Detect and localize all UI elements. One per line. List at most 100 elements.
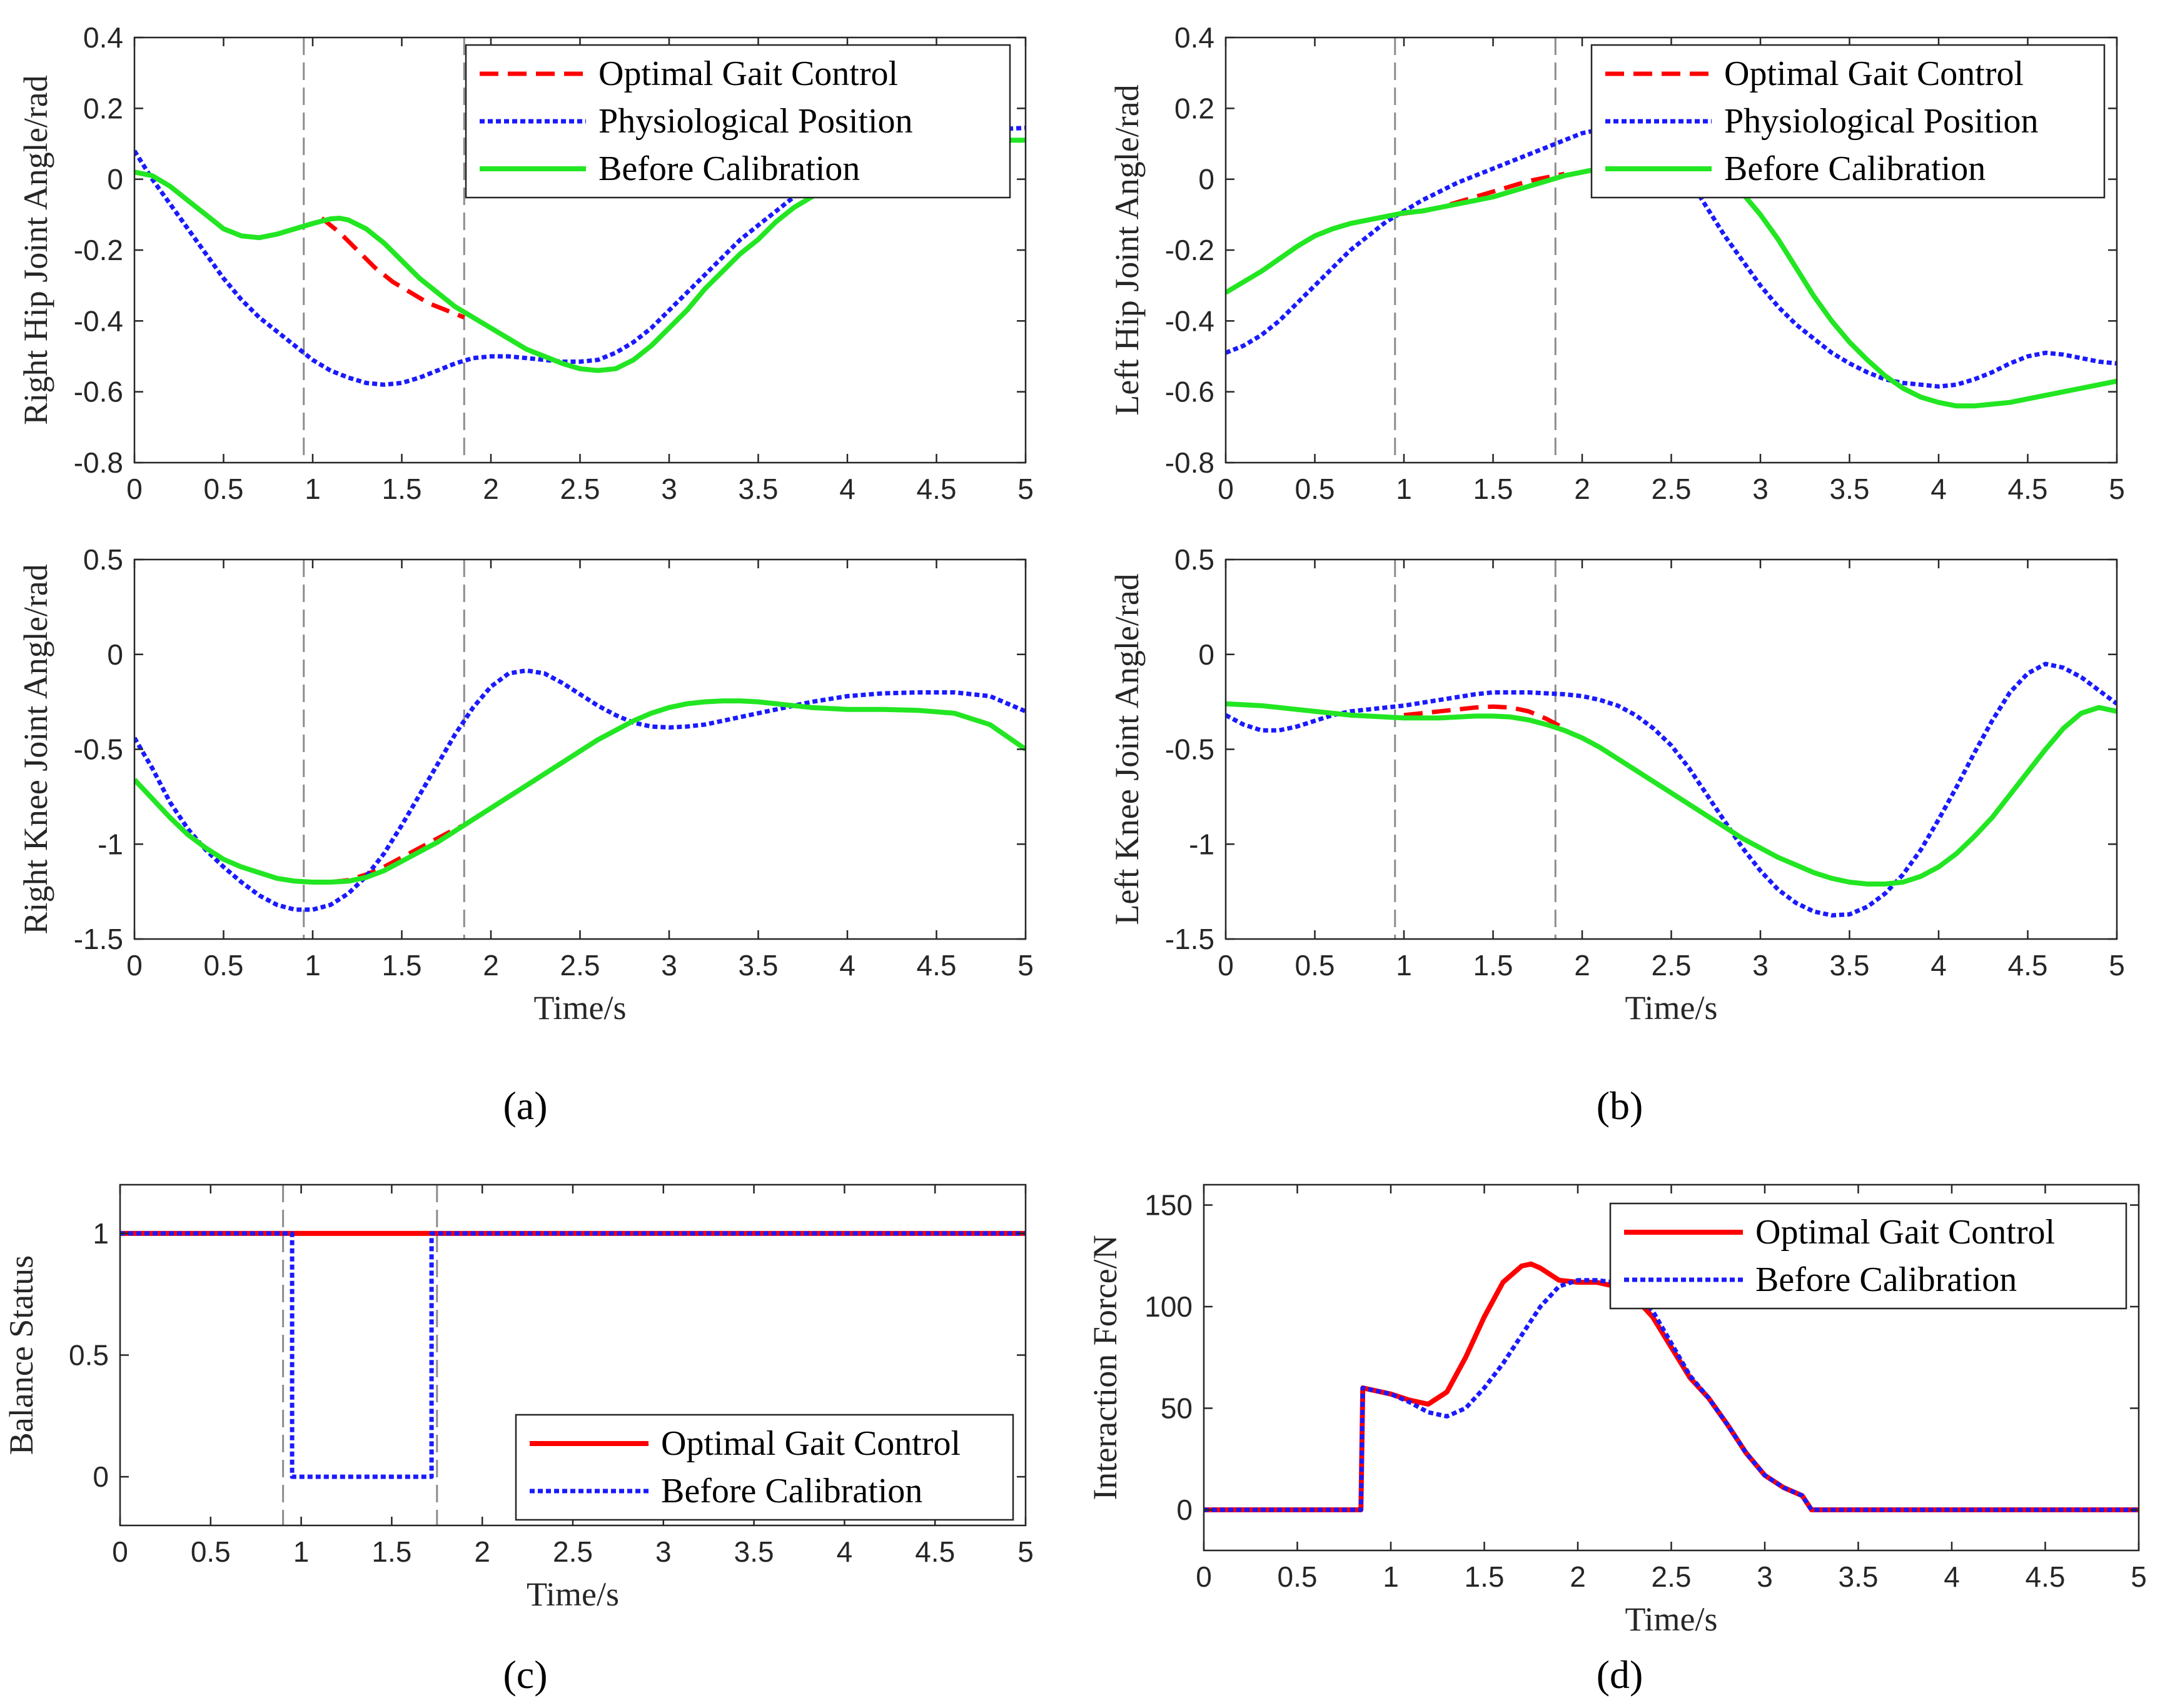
x-tick-label: 1	[1396, 949, 1412, 982]
y-axis-title: Right Hip Joint Angle/rad	[17, 75, 54, 425]
plot-series-group	[1226, 560, 2117, 939]
legend-label-before-calibration: Before Calibration	[598, 149, 860, 188]
y-tick-label: -1	[98, 828, 123, 860]
plot-series-group	[1204, 1261, 2139, 1512]
y-tick-label: 0.2	[83, 92, 123, 124]
y-tick-label: 0.5	[69, 1339, 109, 1372]
x-tick-label: 3.5	[739, 473, 779, 505]
x-tick-label: 3	[1752, 949, 1769, 982]
x-tick-label: 2.5	[1652, 473, 1692, 505]
x-tick-label: 0	[126, 949, 143, 982]
y-axis-title: Right Knee Joint Angle/rad	[17, 564, 54, 934]
y-tick-label: 0	[1198, 163, 1214, 196]
x-axis-title: Time/s	[533, 989, 626, 1027]
x-tick-label: 4	[839, 473, 855, 505]
caption-d: (d)	[1597, 1652, 1643, 1697]
y-axis-title: Left Knee Joint Angle/rad	[1108, 573, 1146, 925]
caption-b: (b)	[1597, 1083, 1643, 1128]
x-tick-label: 4.5	[2008, 473, 2048, 505]
y-tick-label: -0.5	[74, 733, 123, 766]
y-tick-label: 0	[93, 1460, 109, 1493]
y-axis-title: Left Hip Joint Angle/rad	[1108, 84, 1146, 415]
x-tick-label: 3	[661, 949, 677, 982]
chart-right-knee-angle: 0 0.5 1 1.5 2 2.5 3 3.5 4 4.5 5 -1.5 -1 -0.5 0 0.5 Right…	[17, 543, 1034, 1027]
x-axis-title: Time/s	[1625, 989, 1717, 1027]
series-line-physiological-position	[1226, 661, 2117, 918]
x-tick-label: 4.5	[915, 1535, 955, 1568]
y-tick-label: -1.5	[74, 923, 123, 955]
legend-box	[1590, 44, 2106, 199]
plot-area	[1226, 560, 2117, 939]
x-tick-label: 4	[1930, 949, 1947, 982]
y-tick-label: 150	[1144, 1189, 1193, 1222]
legend-box	[515, 1414, 1014, 1521]
x-tick-label: 3	[661, 473, 677, 505]
x-tick-label: 1.5	[382, 949, 422, 982]
x-axis-title: Time/s	[527, 1575, 619, 1613]
y-tick-label: -1.5	[1165, 923, 1214, 955]
x-tick-label: 2.5	[1652, 949, 1692, 982]
legend-label-optimal-gait-control: Optimal Gait Control	[1755, 1213, 2055, 1252]
caption-c: (c)	[503, 1652, 547, 1697]
series-line-before-calibration	[1226, 701, 2117, 887]
x-tick-label: 0	[1218, 949, 1234, 982]
chart-right-hip-angle: 0 0.5 1 1.5 2 2.5 3 3.5 4 4.5 5 -0.8 -0.6 -0.4 -0.2 0 0.…	[17, 21, 1034, 505]
y-tick-label: 1	[93, 1217, 109, 1250]
x-tick-label: 3.5	[1830, 949, 1870, 982]
x-tick-label: 1	[293, 1535, 310, 1568]
x-tick-label: 3	[1757, 1560, 1773, 1593]
y-tick-label: 100	[1144, 1290, 1193, 1323]
x-tick-label: 0.5	[204, 473, 244, 505]
y-tick-label: -0.2	[74, 234, 123, 266]
y-tick-label: -0.5	[1165, 733, 1214, 766]
x-tick-label: 4	[1944, 1560, 1960, 1593]
x-tick-label: 2.5	[553, 1535, 593, 1568]
x-tick-label: 4.5	[2008, 949, 2048, 982]
legend: Optimal Gait Control Before Calibration	[1609, 1202, 2127, 1310]
caption-a: (a)	[503, 1083, 547, 1128]
legend-label-optimal-gait-control: Optimal Gait Control	[661, 1424, 961, 1463]
y-tick-label: -0.8	[1165, 446, 1214, 479]
series-line-before-calibration	[1204, 1278, 2139, 1512]
y-axis-title: Balance Status	[3, 1255, 40, 1455]
legend-label-before-calibration: Before Calibration	[1724, 149, 1986, 188]
y-tick-label: 0.5	[83, 543, 123, 576]
chart-interaction-force: 0 0.5 1 1.5 2 2.5 3 3.5 4 4.5 5050100150Interactio…	[1086, 1183, 2147, 1638]
x-tick-label: 1	[305, 473, 321, 505]
x-tick-label: 4.5	[917, 473, 957, 505]
chart-left-knee-angle: 0 0.5 1 1.5 2 2.5 3 3.5 4 4.5 5 -1.5 -1 -0.5 0 0.5 Left …	[1108, 543, 2125, 1027]
x-tick-label: 2	[1574, 473, 1590, 505]
x-tick-label: 4	[839, 949, 855, 982]
x-tick-label: 3.5	[734, 1535, 774, 1568]
x-tick-label: 2.5	[560, 949, 600, 982]
x-tick-label: 1.5	[1465, 1560, 1505, 1593]
series-line-before-calibration	[134, 698, 1026, 885]
x-tick-label: 2.5	[560, 473, 600, 505]
x-tick-label: 3.5	[1830, 473, 1870, 505]
x-tick-label: 4	[837, 1535, 853, 1568]
x-tick-label: 1	[1396, 473, 1412, 505]
x-tick-label: 4.5	[917, 949, 957, 982]
legend: Optimal Gait Control Physiological Positi…	[465, 44, 1011, 199]
y-tick-label: -0.4	[74, 304, 123, 337]
x-tick-label: 0.5	[204, 949, 244, 982]
x-tick-label: 5	[2109, 473, 2125, 505]
legend-label-before-calibration: Before Calibration	[1755, 1260, 2017, 1299]
x-tick-label: 5	[1017, 1535, 1034, 1568]
x-tick-label: 2	[474, 1535, 490, 1568]
x-tick-label: 1.5	[371, 1535, 411, 1568]
x-tick-label: 1.5	[1473, 949, 1513, 982]
legend-label-physiological-position: Physiological Position	[598, 102, 913, 141]
legend: Optimal Gait Control Before Calibration	[515, 1414, 1014, 1521]
y-tick-label: -0.2	[1165, 234, 1214, 266]
x-tick-label: 3	[655, 1535, 672, 1568]
legend-label-optimal-gait-control: Optimal Gait Control	[1724, 54, 2024, 93]
x-tick-label: 0	[112, 1535, 128, 1568]
legend-box	[1609, 1202, 2127, 1310]
series-line-before-calibration	[134, 138, 1026, 373]
series-line-optimal-gait-control	[320, 216, 465, 319]
x-tick-label: 0.5	[191, 1535, 231, 1568]
x-tick-label: 2.5	[1652, 1560, 1692, 1593]
y-tick-label: 0.4	[83, 21, 123, 54]
